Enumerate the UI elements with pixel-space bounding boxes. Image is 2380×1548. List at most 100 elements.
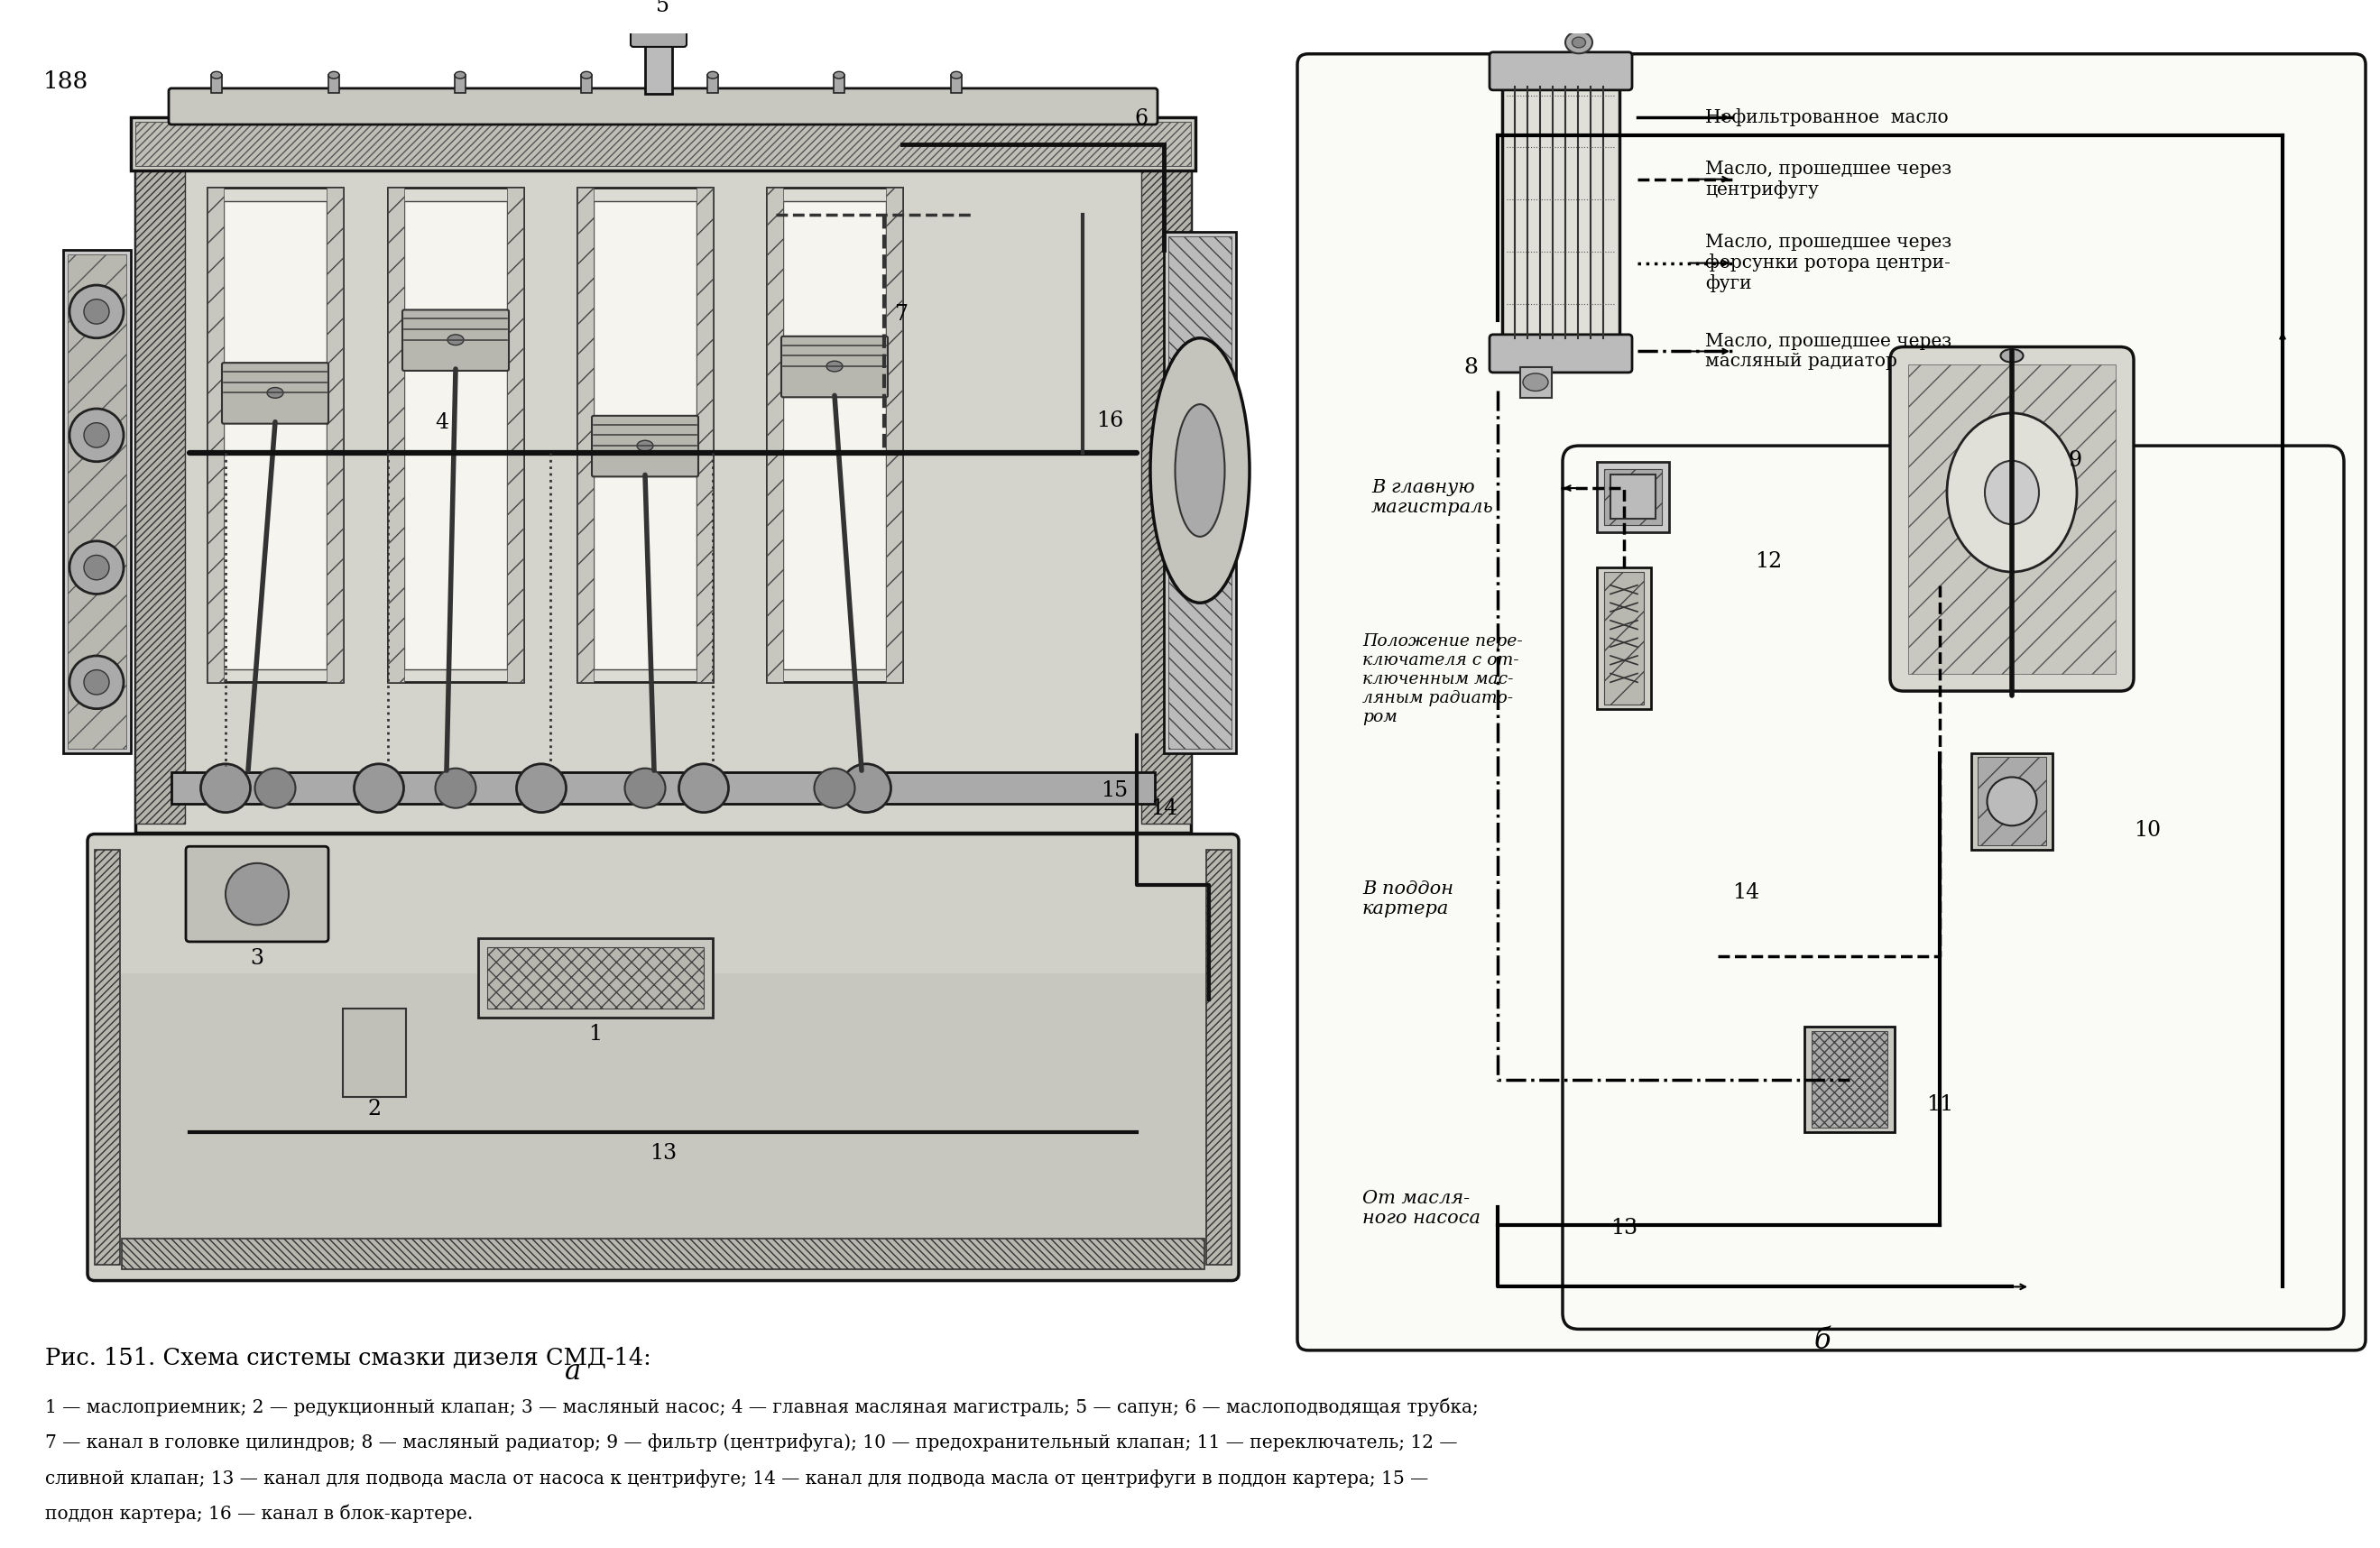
Text: Нефильтрованное  масло: Нефильтрованное масло	[1704, 108, 1949, 127]
Ellipse shape	[212, 71, 221, 79]
Text: Масло, прошедшее через
масляный радиатор: Масло, прошедшее через масляный радиатор	[1704, 333, 1952, 370]
Bar	[645, 42, 671, 93]
FancyBboxPatch shape	[221, 362, 328, 424]
Bar	[1502, 82, 1618, 342]
FancyBboxPatch shape	[1297, 54, 2366, 1350]
Bar	[783, 201, 885, 669]
Bar	[581, 76, 593, 93]
Bar	[1978, 757, 2047, 845]
Text: 4: 4	[436, 412, 450, 432]
Bar	[1521, 367, 1552, 398]
Bar	[478, 938, 712, 1017]
Text: Масло, прошедшее через
центрифугу: Масло, прошедшее через центрифугу	[1704, 159, 1952, 198]
Ellipse shape	[69, 656, 124, 709]
Bar	[67, 254, 126, 748]
Ellipse shape	[255, 768, 295, 808]
Ellipse shape	[626, 768, 666, 808]
Ellipse shape	[1947, 413, 2078, 571]
Ellipse shape	[455, 71, 466, 79]
Bar	[1811, 1031, 1887, 1128]
Bar	[507, 187, 524, 683]
Bar	[136, 170, 186, 824]
FancyBboxPatch shape	[402, 310, 509, 370]
Bar	[224, 201, 326, 669]
Text: 13: 13	[650, 1142, 676, 1163]
Text: 8: 8	[1464, 358, 1478, 378]
Bar	[1804, 1026, 1894, 1132]
Ellipse shape	[1573, 37, 1585, 48]
Ellipse shape	[516, 763, 566, 813]
Bar	[388, 187, 405, 683]
Bar	[212, 76, 221, 93]
Ellipse shape	[436, 768, 476, 808]
Bar	[207, 187, 343, 683]
Ellipse shape	[2002, 350, 2023, 362]
Text: 1: 1	[588, 1023, 602, 1045]
Text: В главную
магистраль: В главную магистраль	[1371, 480, 1495, 517]
Text: 14: 14	[1150, 799, 1178, 819]
Bar	[766, 187, 902, 683]
Text: В поддон
картера: В поддон картера	[1361, 881, 1454, 918]
Ellipse shape	[226, 864, 288, 926]
Text: 11: 11	[1925, 1094, 1954, 1115]
Bar	[833, 76, 845, 93]
Text: Масло, прошедшее через
форсунки ротора центри-
фуги: Масло, прошедшее через форсунки ротора ц…	[1704, 234, 1952, 293]
Ellipse shape	[1150, 337, 1250, 602]
Bar	[64, 249, 131, 752]
Bar	[1597, 568, 1652, 709]
Ellipse shape	[581, 71, 593, 79]
Ellipse shape	[678, 763, 728, 813]
Ellipse shape	[355, 763, 405, 813]
Text: 5: 5	[657, 0, 669, 15]
Ellipse shape	[200, 763, 250, 813]
Bar	[1611, 475, 1656, 519]
Bar	[136, 161, 1190, 833]
Ellipse shape	[83, 299, 109, 324]
Bar	[95, 850, 119, 1265]
Ellipse shape	[1176, 404, 1226, 537]
Bar	[578, 187, 593, 683]
Text: Положение пере-
ключателя с от-
ключенным мас-
ляным радиато-
ром: Положение пере- ключателя с от- ключенны…	[1361, 633, 1523, 724]
Bar	[405, 201, 507, 669]
Ellipse shape	[638, 441, 652, 450]
Text: 6: 6	[1135, 108, 1147, 128]
Ellipse shape	[826, 361, 843, 372]
Text: 7 — канал в головке цилиндров; 8 — масляный радиатор; 9 — фильтр (центрифуга); 1: 7 — канал в головке цилиндров; 8 — масля…	[45, 1433, 1457, 1452]
Bar	[885, 187, 902, 683]
Bar	[207, 187, 224, 683]
Text: 7: 7	[895, 305, 909, 325]
Text: а: а	[564, 1358, 581, 1385]
FancyBboxPatch shape	[169, 88, 1157, 124]
Bar	[1142, 170, 1190, 824]
Ellipse shape	[1523, 373, 1547, 392]
Text: 15: 15	[1100, 780, 1128, 802]
Bar	[112, 974, 1214, 1248]
Text: От масля-
ного насоса: От масля- ного насоса	[1361, 1190, 1480, 1226]
Text: поддон картера; 16 — канал в блок-картере.: поддон картера; 16 — канал в блок-картер…	[45, 1505, 474, 1523]
Text: 2: 2	[367, 1099, 381, 1119]
Ellipse shape	[952, 71, 962, 79]
Ellipse shape	[707, 71, 719, 79]
Bar	[136, 122, 1190, 166]
FancyBboxPatch shape	[593, 416, 697, 477]
Ellipse shape	[83, 556, 109, 580]
FancyBboxPatch shape	[1490, 53, 1633, 90]
Text: 14: 14	[1733, 882, 1759, 902]
Text: 3: 3	[250, 949, 264, 969]
Bar	[343, 1009, 407, 1098]
Bar	[171, 772, 1154, 803]
Bar	[1207, 850, 1230, 1265]
Text: 12: 12	[1754, 551, 1783, 573]
Ellipse shape	[69, 409, 124, 461]
Text: 1 — маслоприемник; 2 — редукционный клапан; 3 — масляный насос; 4 — главная масл: 1 — маслоприемник; 2 — редукционный клап…	[45, 1398, 1478, 1416]
Bar	[328, 76, 340, 93]
Bar	[131, 118, 1195, 170]
Bar	[388, 187, 524, 683]
Ellipse shape	[83, 423, 109, 447]
Text: 16: 16	[1097, 410, 1123, 430]
Bar	[488, 947, 704, 1009]
Bar	[697, 187, 712, 683]
FancyBboxPatch shape	[88, 834, 1238, 1280]
FancyBboxPatch shape	[781, 336, 888, 398]
Text: Рис. 151. Схема системы смазки дизеля СМД-14:: Рис. 151. Схема системы смазки дизеля СМ…	[45, 1347, 652, 1368]
